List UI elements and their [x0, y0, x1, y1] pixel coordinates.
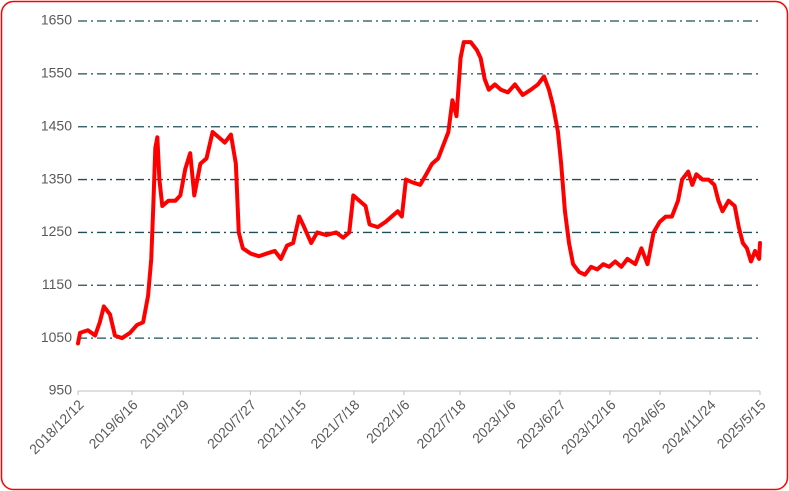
y-tick-label: 1650 — [41, 12, 72, 28]
y-tick-label: 1050 — [41, 329, 72, 345]
y-tick-label: 1150 — [42, 276, 72, 292]
y-tick-label: 1250 — [41, 223, 72, 239]
y-tick-label: 1350 — [41, 170, 72, 186]
y-tick-label: 950 — [49, 382, 73, 398]
y-tick-label: 1550 — [41, 65, 72, 81]
y-tick-label: 1450 — [41, 117, 72, 133]
data-line — [76, 40, 762, 346]
